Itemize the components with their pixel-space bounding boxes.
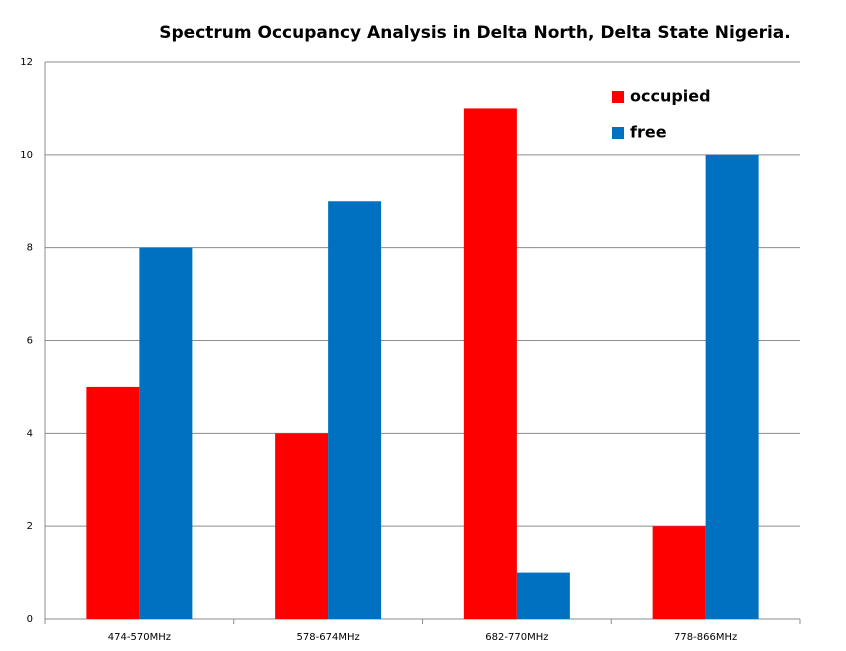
x-tick-label: 474-570MHz	[108, 632, 171, 643]
x-tick-label: 578-674MHz	[297, 632, 360, 643]
bar	[705, 154, 759, 620]
y-tick-label: 12	[20, 57, 33, 68]
bar	[652, 526, 706, 619]
y-tick-label: 8	[27, 243, 33, 254]
y-tick-label: 6	[27, 336, 33, 347]
y-tick-label: 2	[27, 521, 33, 532]
legend-swatch	[612, 91, 624, 103]
bar	[275, 433, 329, 619]
chart-title: Spectrum Occupancy Analysis in Delta Nor…	[159, 23, 790, 43]
legend-swatch	[612, 127, 624, 139]
y-tick-label: 10	[20, 150, 33, 161]
x-tick-label: 682-770MHz	[485, 632, 548, 643]
bar	[139, 247, 193, 619]
legend-label: occupied	[630, 87, 711, 106]
legend-label: free	[630, 123, 667, 142]
bar	[328, 201, 382, 619]
bar	[86, 386, 140, 619]
y-tick-label: 0	[27, 614, 33, 625]
bar	[463, 108, 517, 620]
x-tick-label: 778-866MHz	[674, 632, 737, 643]
y-tick-label: 4	[27, 428, 33, 439]
bar	[516, 572, 570, 619]
